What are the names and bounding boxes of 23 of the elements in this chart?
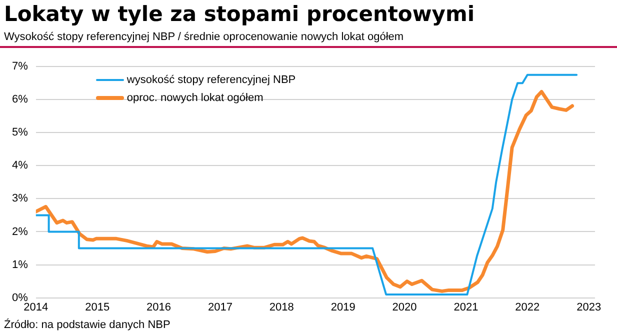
y-tick-label: 7% [12,60,28,73]
y-tick-label: 1% [12,258,28,271]
y-tick-label: 2% [12,226,28,238]
x-tick-label: 2021 [454,301,478,314]
x-tick-label: 2023 [576,301,602,314]
x-tick-label: 2016 [146,301,172,314]
legend-label: wysokość stopy referencyjnej NBP [126,74,296,86]
x-tick-label: 2015 [85,301,110,314]
x-tick-label: 2018 [269,301,294,314]
x-tick-label: 2017 [208,301,232,314]
x-tick-label: 2020 [392,301,417,314]
x-tick-label: 2019 [330,301,356,314]
text: Źródło: na podstawie danych NBP [4,319,170,331]
chart-subtitle: Wysokość stopy referencyjnej NBP / średnie oprocenowanie nowych lokat ogółem [4,31,404,43]
y-tick-label: 3% [12,192,28,205]
y-tick-label: 0% [12,292,28,304]
y-tick-label: 5% [12,126,28,139]
x-tick-label: 2014 [24,301,48,314]
y-tick-label: 4% [12,160,28,172]
x-tick-label: 2022 [515,301,540,314]
legend-label: oproc. nowych lokat ogółem [126,92,264,104]
y-tick-label: 6% [12,94,28,106]
chart-title: Lokaty w tyle za stopami procentowymi [4,2,475,26]
